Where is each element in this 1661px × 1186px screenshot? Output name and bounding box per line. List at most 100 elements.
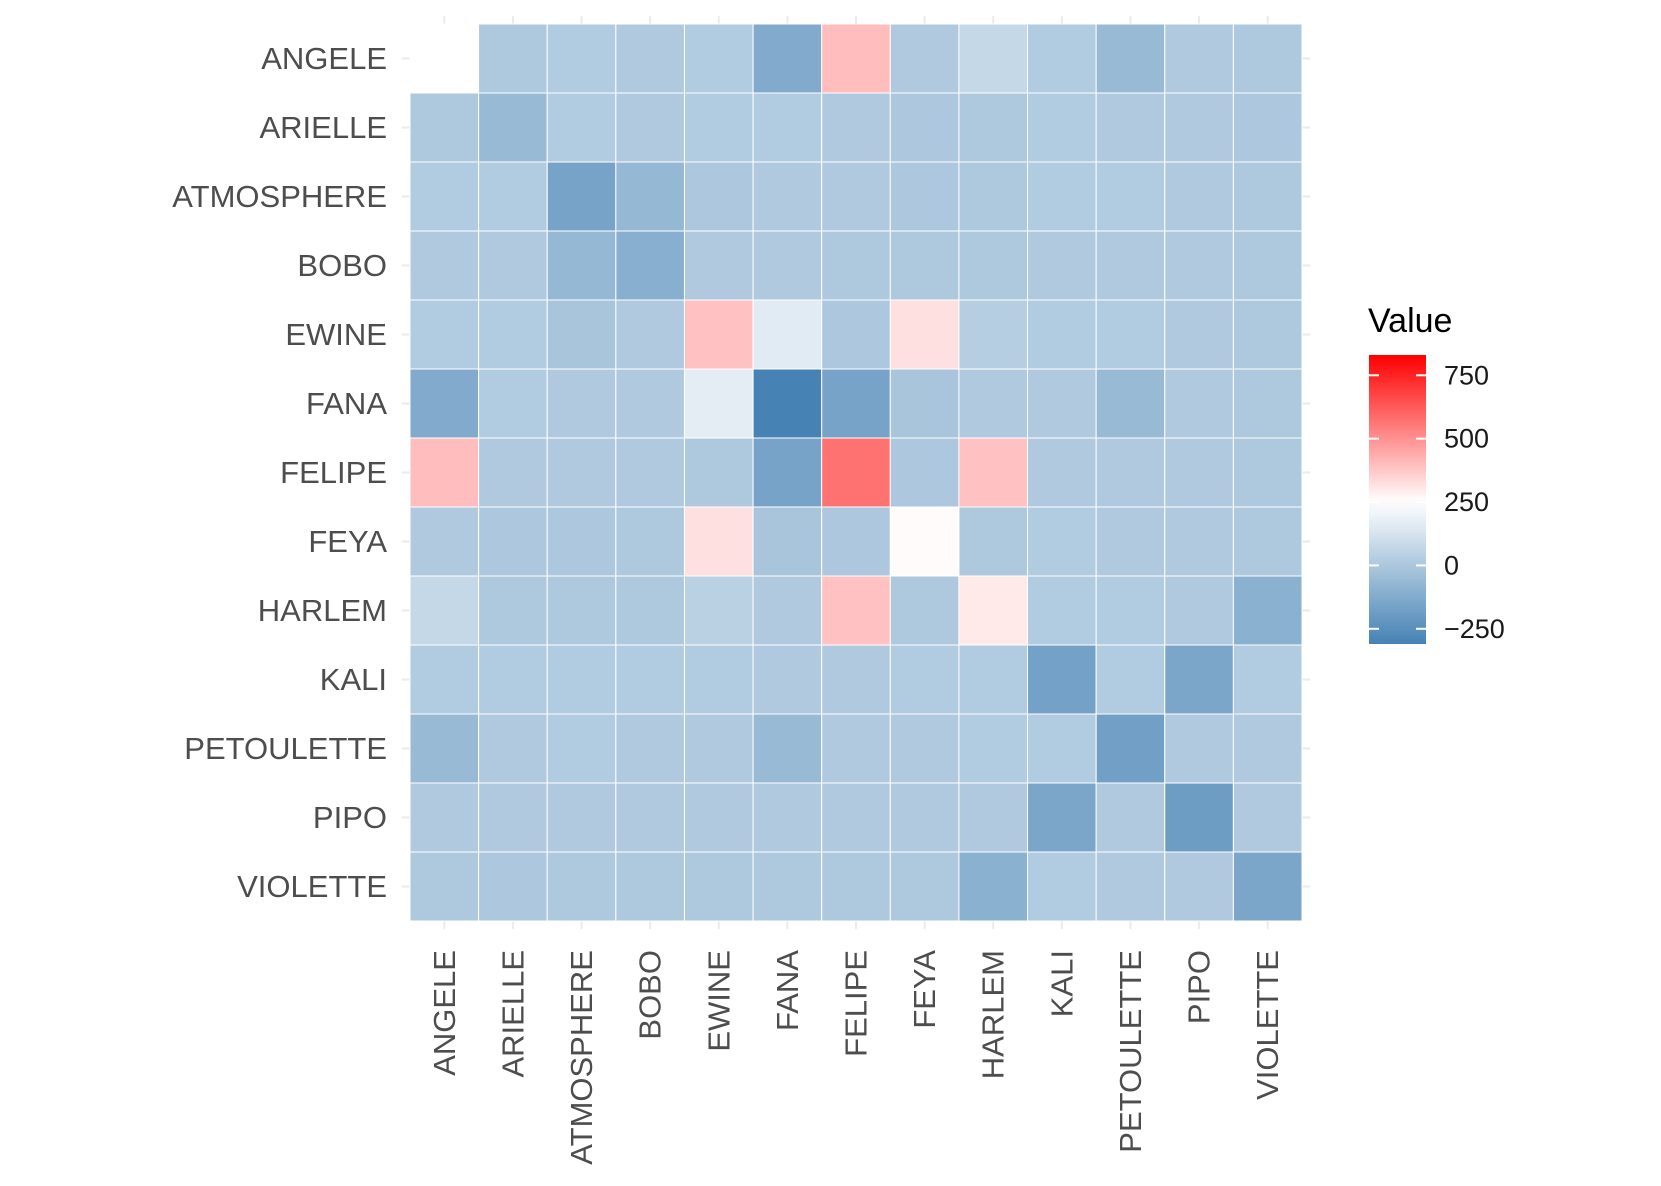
x-tick-label: FANA [770,950,805,1031]
heatmap-cell [958,368,1029,439]
heatmap-cell [1095,161,1166,232]
heatmap-cell [1095,644,1166,715]
heatmap-cell [615,575,685,646]
heatmap-cell [478,92,548,163]
heatmap-cell [821,368,891,439]
legend-tick-label: 500 [1444,424,1489,454]
heatmap-cell [1027,368,1097,439]
heatmap-cell [889,299,960,370]
heatmap-cell [752,575,823,646]
heatmap-cell [1027,92,1097,163]
heatmap-cell [1164,230,1234,301]
heatmap-cell [478,230,548,301]
heatmap-cell [478,506,548,577]
color-legend: Value 750 500 250 0 −250 [1368,302,1505,644]
heatmap-cell [1232,644,1303,715]
heatmap-cell [478,644,548,715]
y-tick-label: VIOLETTE [237,869,387,904]
heatmap-cell [546,851,617,922]
heatmap-cell [752,368,823,439]
x-tick-label: KALI [1044,950,1079,1017]
heatmap-cell [958,161,1029,232]
heatmap-cell [546,437,617,508]
heatmap-cell [546,92,617,163]
x-axis: ANGELE ARIELLE ATMOSPHERE BOBO EWINE FANA FELI… [427,950,1285,1165]
x-tick-label: VIOLETTE [1250,950,1285,1100]
heatmap-cell [1027,161,1097,232]
heatmap-cell [1232,437,1303,508]
heatmap-cell [1095,437,1166,508]
heatmap-cell [752,644,823,715]
heatmap-cell [821,92,891,163]
heatmap-cell [683,23,754,94]
heatmap-cell [546,23,617,94]
heatmap-cell [546,230,617,301]
x-tick-label: ARIELLE [495,950,530,1078]
heatmap-cell [752,161,823,232]
heatmap-cell [889,368,960,439]
heatmap-cell [958,299,1029,370]
heatmap-cell [615,92,685,163]
heatmap-cell [546,575,617,646]
y-tick-label: BOBO [297,248,387,283]
heatmap-cell [683,575,754,646]
legend-colorbar [1369,355,1426,644]
heatmap-cell [821,437,891,508]
heatmap-cell [683,506,754,577]
heatmap-cell [889,161,960,232]
heatmap-cell [1164,92,1234,163]
heatmap-cell [1164,851,1234,922]
legend-ticks: 750 500 250 0 −250 [1369,360,1505,644]
heatmap-cell [821,575,891,646]
heatmap-cell [1027,851,1097,922]
heatmap-cell [1232,713,1303,784]
heatmap-cell [821,23,891,94]
heatmap-cell [958,713,1029,784]
heatmap-cell [478,575,548,646]
y-tick-label: FEYA [308,524,387,559]
heatmap-cell [409,299,480,370]
legend-tick-label: 250 [1444,487,1489,517]
heatmap-cell [821,161,891,232]
heatmap-cell [958,782,1029,853]
heatmap-cell [752,437,823,508]
heatmap-cell [1232,230,1303,301]
heatmap-cell [409,782,480,853]
y-tick-label: PIPO [313,800,387,835]
heatmap-cell [1095,230,1166,301]
heatmap-cell [683,230,754,301]
heatmap-cell [1164,437,1234,508]
heatmap-cell [478,713,548,784]
heatmap-cell [1164,575,1234,646]
x-tick-label: FELIPE [839,950,874,1057]
heatmap-cell [1027,644,1097,715]
heatmap-cell [889,713,960,784]
heatmap-cell [615,851,685,922]
heatmap-cell [1027,437,1097,508]
y-tick-label: PETOULETTE [184,731,387,766]
heatmap-cell [615,782,685,853]
y-tick-label: ATMOSPHERE [172,179,387,214]
heatmap-cell [409,713,480,784]
heatmap-cell [889,230,960,301]
heatmap-cell [546,299,617,370]
heatmap-cell [1232,575,1303,646]
heatmap-cell [1095,575,1166,646]
y-axis: ANGELE ARIELLE ATMOSPHERE BOBO EWINE FANA FELI… [172,41,387,904]
heatmap-cell [478,299,548,370]
heatmap-cell [1164,713,1234,784]
heatmap-cell [1027,299,1097,370]
heatmap-cell [1164,161,1234,232]
heatmap-cell [889,23,960,94]
x-tick-label: EWINE [701,950,736,1052]
y-tick-label: ANGELE [261,41,387,76]
heatmap-cell [1027,782,1097,853]
heatmap-cell [821,782,891,853]
legend-tick-label: 750 [1444,360,1489,390]
heatmap-cell [958,506,1029,577]
legend-tick-label: −250 [1444,614,1505,644]
heatmap-cell [546,368,617,439]
heatmap-cell [821,299,891,370]
heatmap-cell [1232,92,1303,163]
